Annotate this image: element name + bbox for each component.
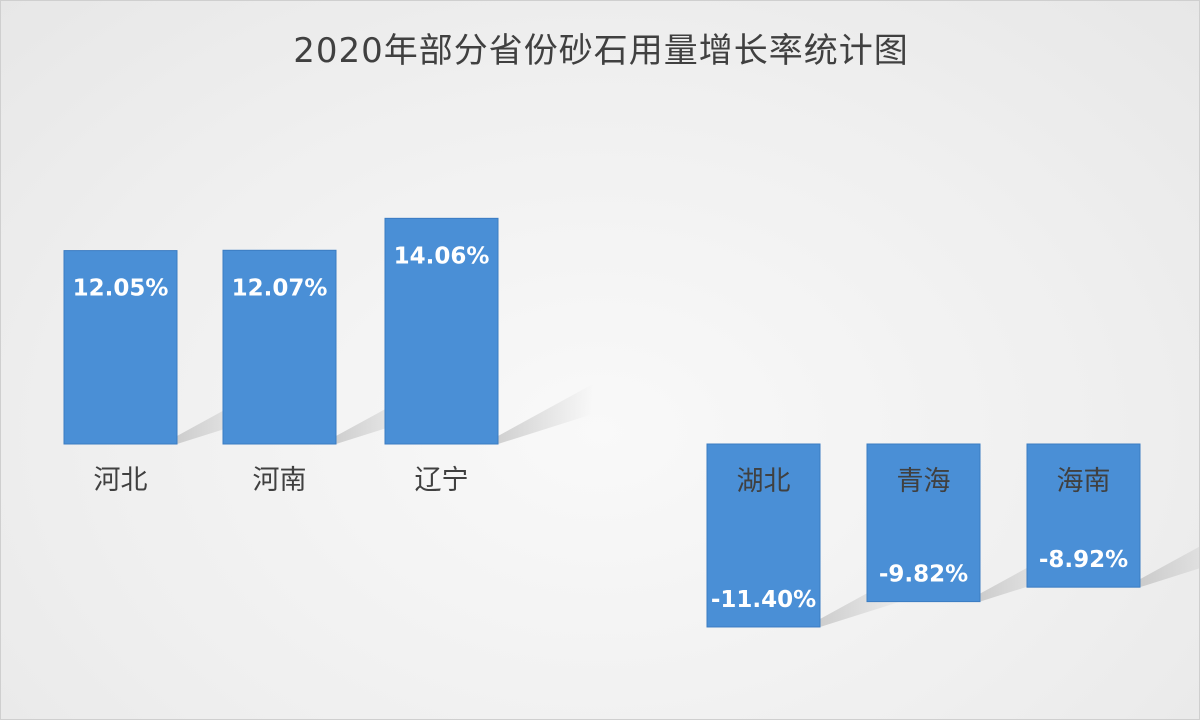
data-label-1: 12.05%: [73, 276, 169, 302]
bar-1: [63, 250, 178, 445]
data-label-3: 14.06%: [394, 243, 490, 269]
category-label-6: 海南: [1057, 466, 1111, 497]
category-label-3: 辽宁: [415, 465, 469, 496]
bar-6: [1026, 443, 1141, 588]
chart-title: 2020年部分省份砂石用量增长率统计图: [293, 31, 909, 71]
data-label-6: -8.92%: [1039, 547, 1128, 573]
category-label-5: 青海: [897, 466, 951, 497]
data-label-4: -11.40%: [711, 587, 816, 613]
data-label-5: -9.82%: [879, 562, 968, 588]
bar-4: [706, 443, 821, 628]
category-label-2: 河南: [253, 465, 307, 496]
bar-shadow: [1140, 546, 1199, 588]
category-label-1: 河北: [94, 465, 148, 496]
bar-5: [866, 443, 981, 603]
bar-3: [384, 217, 499, 445]
category-label-4: 湖北: [737, 466, 791, 497]
data-label-2: 12.07%: [232, 275, 328, 301]
bar-shadow: [498, 384, 593, 444]
bar-2: [222, 249, 337, 445]
